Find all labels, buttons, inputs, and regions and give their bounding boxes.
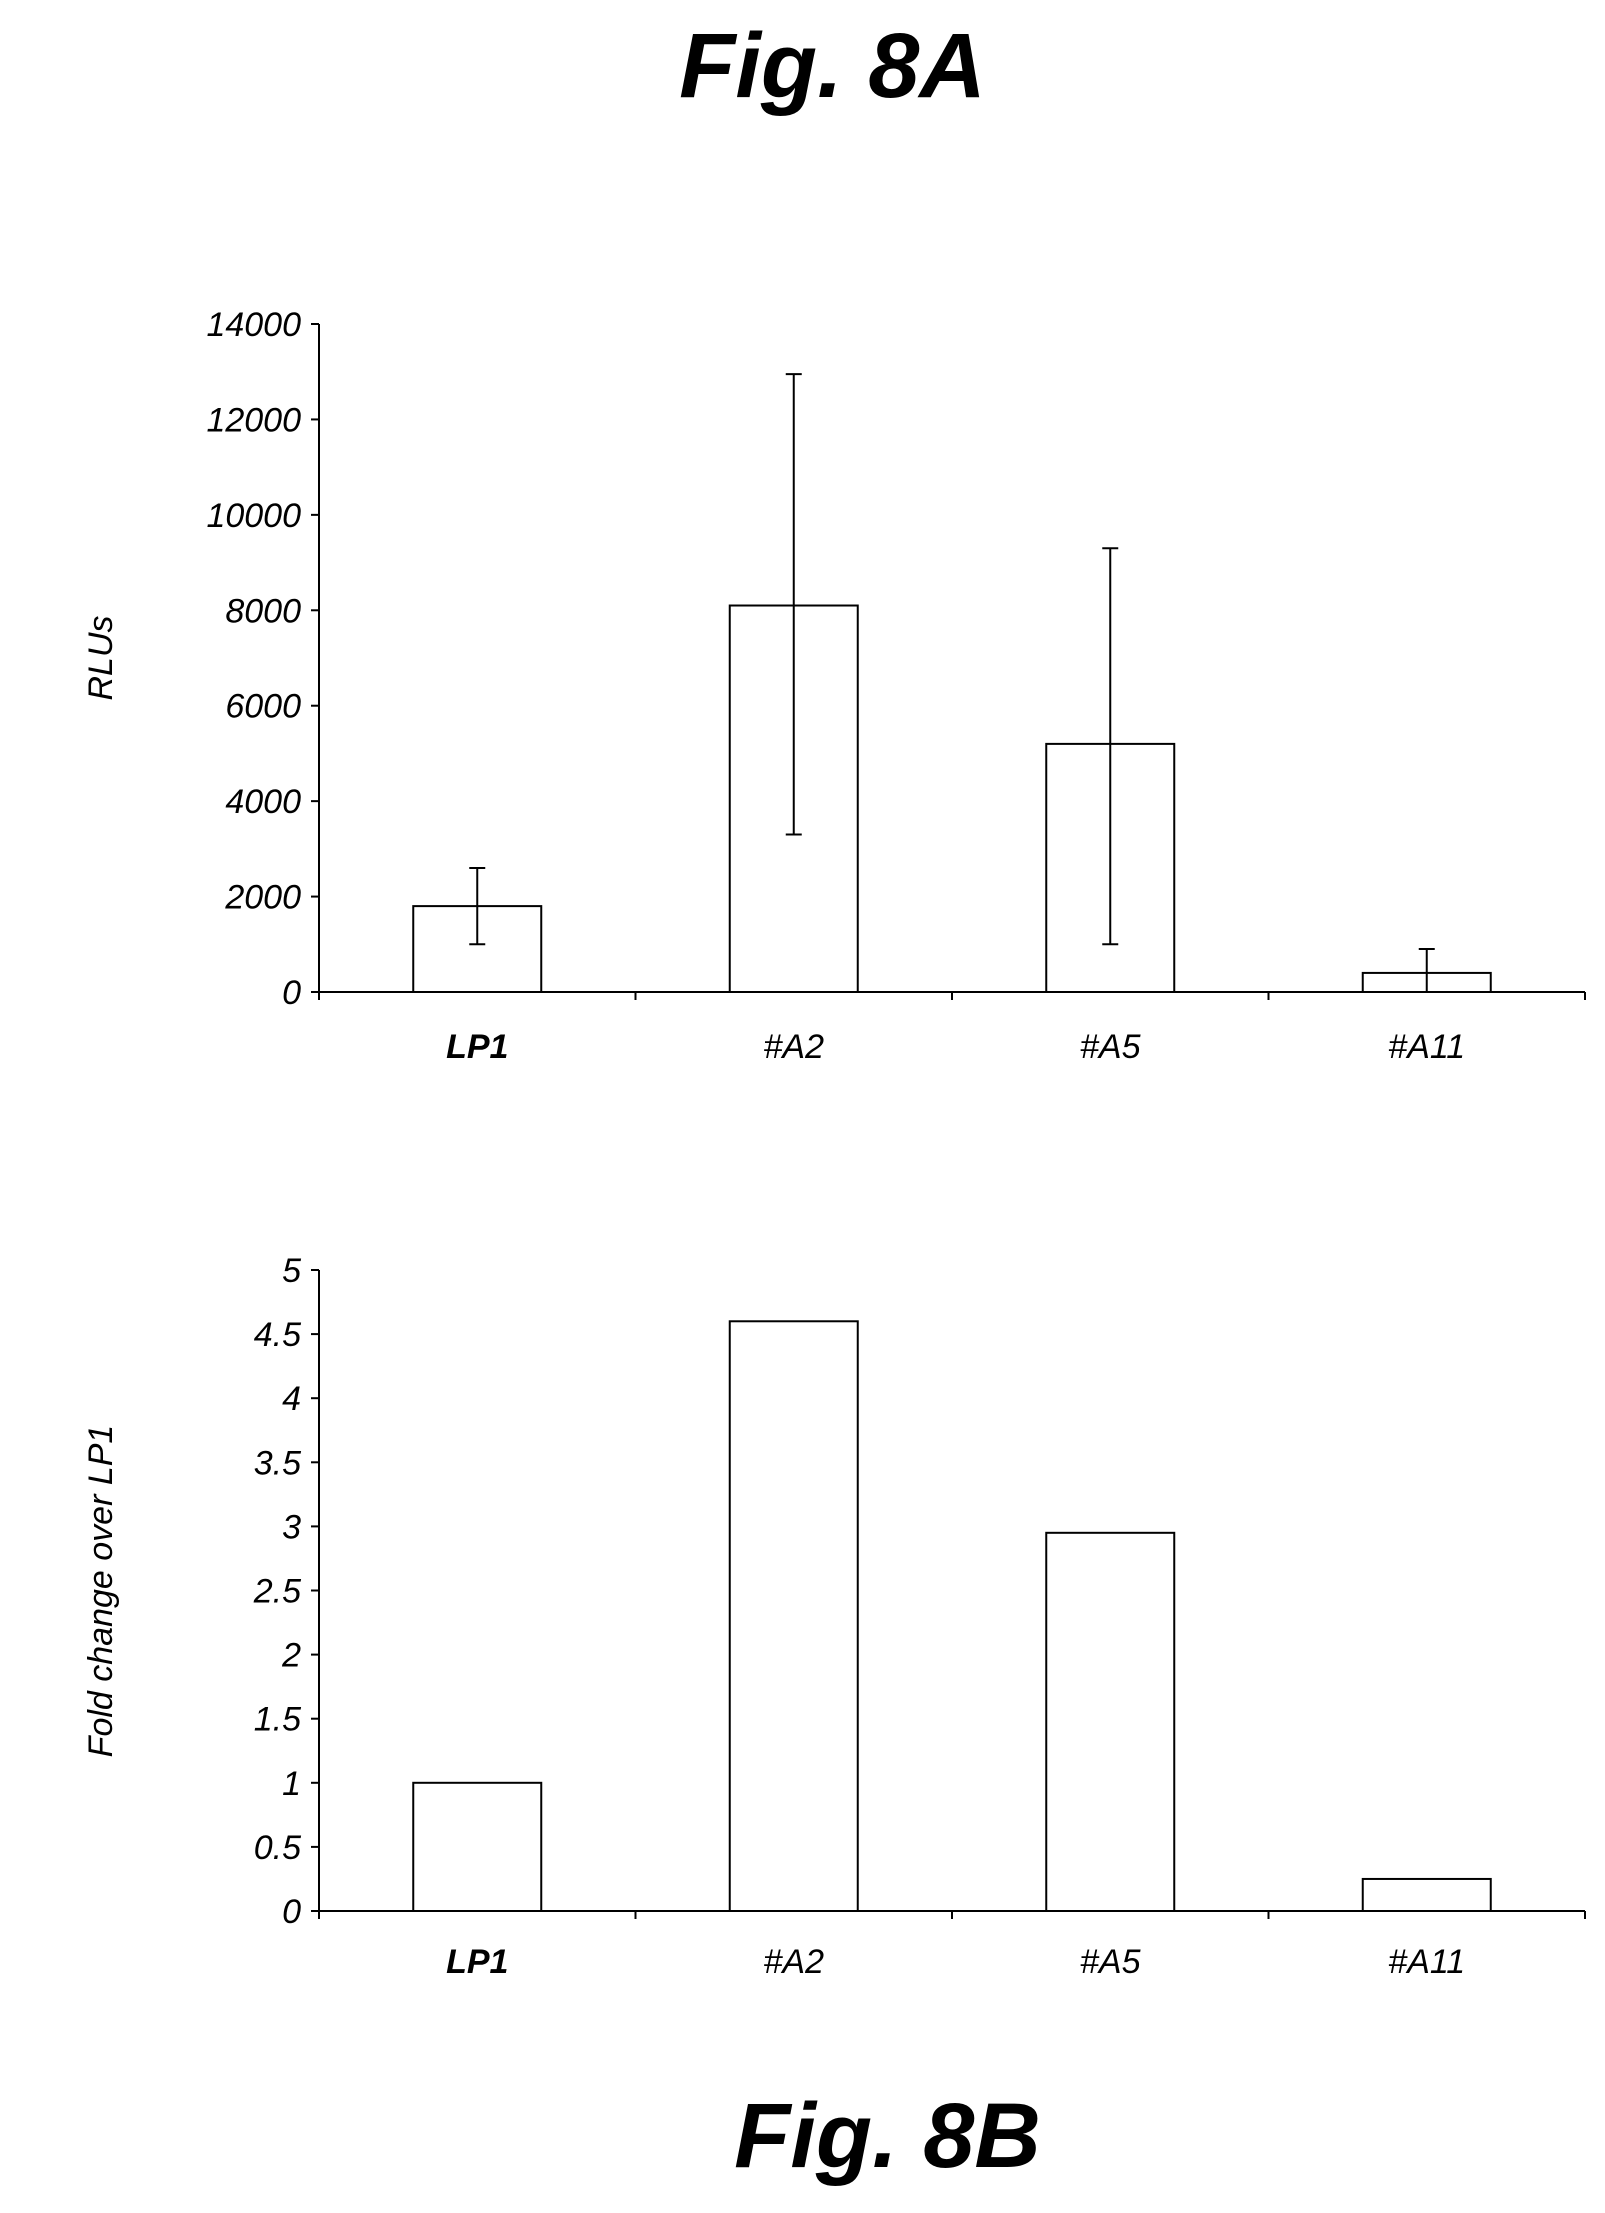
category-label: LP1 bbox=[446, 1943, 508, 1981]
y-axis-label: RLUs bbox=[82, 615, 120, 700]
y-tick-label: 2.5 bbox=[253, 1573, 301, 1611]
category-label: #A2 bbox=[764, 1943, 825, 1981]
y-tick-label: 2 bbox=[281, 1637, 301, 1675]
y-tick-label: 4000 bbox=[225, 783, 301, 821]
y-tick-label: 4.5 bbox=[254, 1316, 301, 1354]
bar bbox=[1045, 1531, 1176, 1913]
y-tick-label: 12000 bbox=[206, 401, 301, 439]
bar bbox=[1361, 1877, 1492, 1912]
figure-label-8b: Fig. 8B bbox=[734, 2085, 1041, 2187]
y-tick-label: 8000 bbox=[225, 592, 301, 630]
bar bbox=[412, 1781, 543, 1913]
category-label: #A5 bbox=[1080, 1943, 1141, 1981]
bar bbox=[728, 1320, 859, 1912]
y-tick-label: 3.5 bbox=[254, 1444, 301, 1482]
category-label: LP1 bbox=[446, 1028, 508, 1066]
category-label: #A2 bbox=[764, 1028, 825, 1066]
category-label: #A5 bbox=[1080, 1028, 1141, 1066]
y-tick-label: 1.5 bbox=[254, 1701, 301, 1739]
y-tick-label: 2000 bbox=[224, 879, 301, 917]
y-tick-label: 0.5 bbox=[254, 1829, 301, 1867]
y-tick-label: 4 bbox=[282, 1380, 301, 1418]
y-tick-label: 6000 bbox=[225, 688, 301, 726]
category-label: #A11 bbox=[1388, 1943, 1465, 1981]
y-tick-label: 14000 bbox=[206, 306, 301, 344]
category-label: #A11 bbox=[1388, 1028, 1465, 1066]
y-tick-label: 1 bbox=[282, 1765, 301, 1803]
y-tick-label: 10000 bbox=[206, 497, 301, 535]
chart-8b: 0 0.5 1 1.5 2 2.5 3 3.5 4 4.5 5 LP1 #A2 #A5 #A11 Fold c… bbox=[82, 1252, 1586, 1981]
y-tick-label: 0 bbox=[282, 974, 301, 1012]
y-tick-label: 5 bbox=[282, 1252, 301, 1290]
chart-8a: 0 2000 4000 6000 8000 10000 12000 14000 LP1 #A2 #A… bbox=[82, 306, 1586, 1066]
y-tick-label: 3 bbox=[282, 1508, 301, 1546]
figure-label-8a: Fig. 8A bbox=[679, 15, 986, 117]
y-axis-label: Fold change over LP1 bbox=[82, 1425, 120, 1758]
y-tick-label: 0 bbox=[282, 1893, 301, 1931]
